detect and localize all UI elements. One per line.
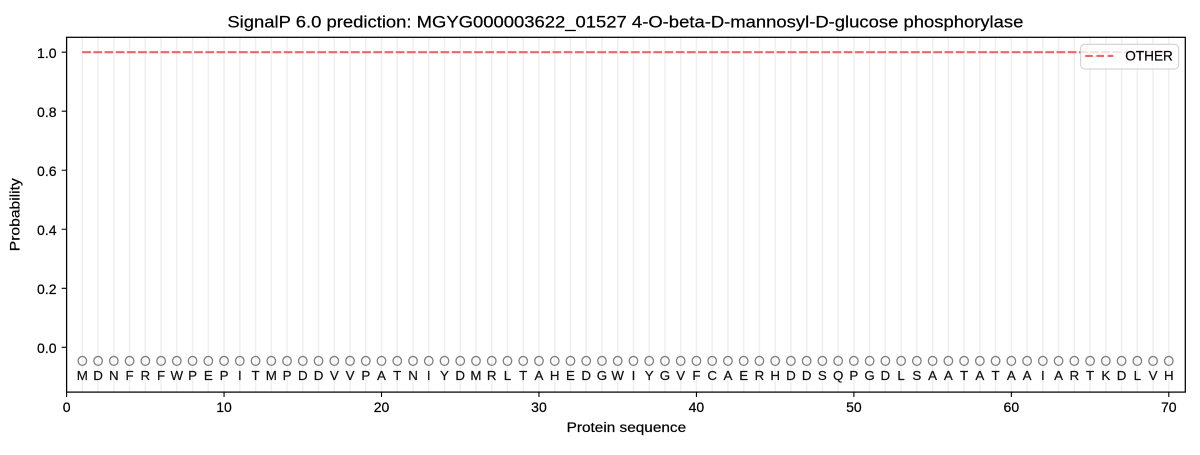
svg-text:D: D [93,368,103,383]
svg-text:0.0: 0.0 [37,340,57,356]
svg-text:F: F [126,368,134,383]
svg-text:20: 20 [374,399,390,415]
svg-text:A: A [944,368,953,383]
svg-text:R: R [755,368,765,383]
svg-text:N: N [408,368,418,383]
svg-text:0.4: 0.4 [37,222,57,238]
svg-text:G: G [660,368,670,383]
svg-text:P: P [361,368,370,383]
svg-text:E: E [204,368,213,383]
svg-text:I: I [1041,368,1045,383]
svg-text:L: L [504,368,511,383]
svg-text:W: W [171,368,184,383]
svg-text:D: D [786,368,796,383]
svg-text:V: V [676,368,685,383]
svg-text:I: I [427,368,431,383]
svg-text:10: 10 [216,399,232,415]
svg-text:C: C [707,368,717,383]
svg-text:S: S [818,368,827,383]
svg-text:1.0: 1.0 [37,45,57,61]
svg-text:A: A [377,368,386,383]
svg-text:40: 40 [689,399,705,415]
svg-text:F: F [692,368,700,383]
svg-text:P: P [283,368,292,383]
svg-text:V: V [330,368,339,383]
svg-text:D: D [881,368,891,383]
svg-text:M: M [266,368,277,383]
svg-text:K: K [1101,368,1110,383]
svg-text:R: R [1069,368,1079,383]
svg-text:P: P [220,368,229,383]
svg-text:L: L [897,368,904,383]
svg-text:D: D [802,368,812,383]
svg-text:D: D [455,368,465,383]
svg-text:V: V [346,368,355,383]
svg-text:50: 50 [846,399,862,415]
svg-text:0.8: 0.8 [37,104,57,120]
svg-text:I: I [238,368,242,383]
svg-text:H: H [550,368,560,383]
svg-text:F: F [157,368,165,383]
svg-text:P: P [188,368,197,383]
svg-text:D: D [581,368,591,383]
svg-text:Q: Q [833,368,843,383]
svg-text:S: S [912,368,921,383]
svg-text:60: 60 [1004,399,1020,415]
svg-text:A: A [723,368,732,383]
svg-text:Y: Y [440,368,449,383]
svg-text:R: R [487,368,497,383]
svg-text:0: 0 [63,399,71,415]
svg-text:SignalP 6.0 prediction: MGYG00: SignalP 6.0 prediction: MGYG000003622_01… [227,14,1023,32]
svg-text:D: D [314,368,324,383]
svg-text:G: G [864,368,874,383]
svg-text:H: H [1164,368,1174,383]
svg-text:P: P [849,368,858,383]
svg-text:A: A [1023,368,1032,383]
svg-text:D: D [298,368,308,383]
svg-text:Probability: Probability [8,177,24,251]
svg-text:30: 30 [531,399,547,415]
svg-text:H: H [770,368,780,383]
svg-text:M: M [77,368,88,383]
svg-text:D: D [1117,368,1127,383]
svg-text:L: L [1134,368,1141,383]
svg-text:A: A [535,368,544,383]
svg-text:G: G [597,368,607,383]
svg-text:W: W [611,368,624,383]
svg-text:A: A [928,368,937,383]
svg-text:0.2: 0.2 [37,281,57,297]
svg-text:Y: Y [645,368,654,383]
svg-text:T: T [393,368,401,383]
svg-text:M: M [470,368,481,383]
svg-text:Protein sequence: Protein sequence [567,420,687,436]
svg-text:V: V [1149,368,1158,383]
svg-text:A: A [1054,368,1063,383]
svg-text:E: E [739,368,748,383]
svg-text:T: T [960,368,968,383]
svg-text:I: I [632,368,636,383]
svg-text:A: A [975,368,984,383]
svg-text:OTHER: OTHER [1125,48,1173,63]
svg-text:A: A [1007,368,1016,383]
svg-text:N: N [109,368,119,383]
svg-text:T: T [251,368,259,383]
svg-text:70: 70 [1161,399,1177,415]
svg-text:T: T [992,368,1000,383]
svg-text:0.6: 0.6 [37,163,57,179]
svg-text:T: T [519,368,527,383]
svg-text:E: E [566,368,575,383]
svg-text:R: R [141,368,151,383]
svg-text:T: T [1086,368,1094,383]
